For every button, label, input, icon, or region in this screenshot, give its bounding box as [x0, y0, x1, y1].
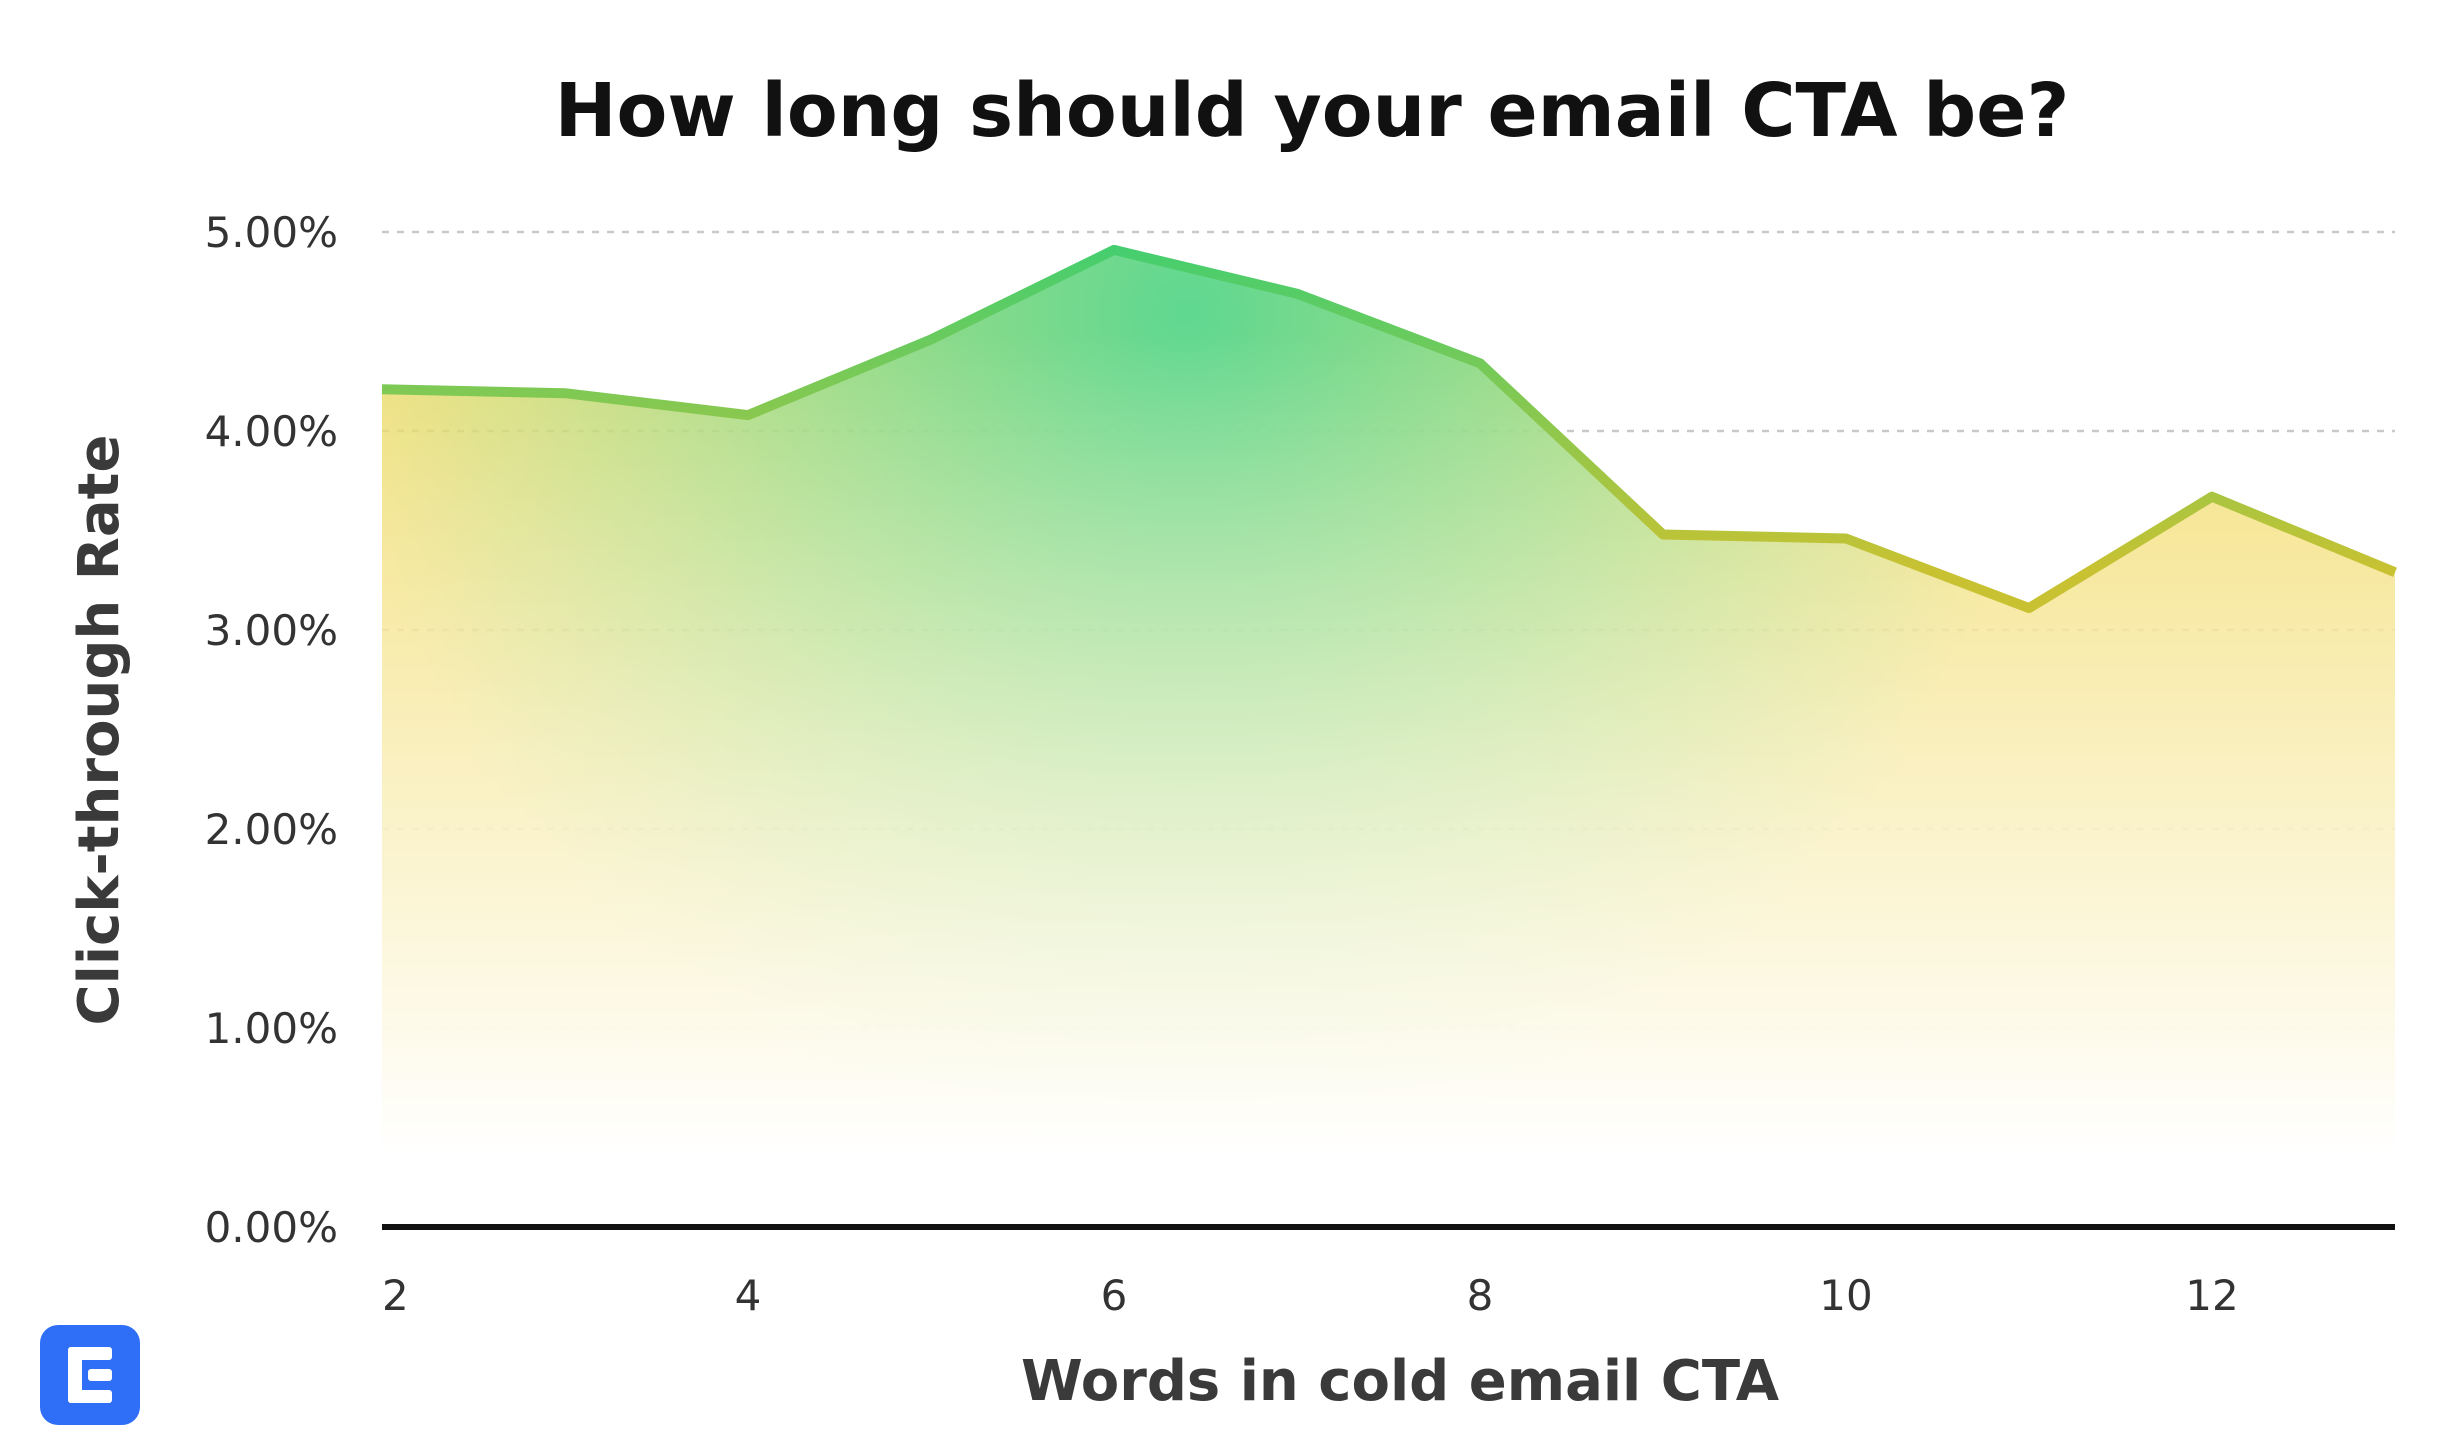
x-tick-labels: 2 4 6 8 10 12 — [382, 1271, 2239, 1320]
x-tick-label: 4 — [735, 1271, 762, 1320]
x-tick-label: 8 — [1467, 1271, 1494, 1320]
y-tick-label: 2.00% — [205, 805, 338, 854]
chart-title: How long should your email CTA be? — [555, 68, 2070, 154]
y-tick-label: 4.00% — [205, 407, 338, 456]
x-tick-label: 10 — [1819, 1271, 1872, 1320]
x-tick-label: 2 — [382, 1271, 409, 1320]
x-tick-label: 12 — [2185, 1271, 2238, 1320]
series-line — [381, 244, 2397, 614]
x-axis-title: Words in cold email CTA — [1021, 1349, 1780, 1414]
y-tick-label: 0.00% — [205, 1203, 338, 1252]
area-fill-layer — [382, 249, 2395, 1227]
y-tick-label: 3.00% — [205, 606, 338, 655]
y-tick-labels: 0.00% 1.00% 2.00% 3.00% 4.00% 5.00% — [205, 208, 338, 1252]
y-tick-label: 5.00% — [205, 208, 338, 257]
y-axis-title: Click-through Rate — [67, 435, 132, 1026]
area-fill — [382, 249, 2395, 1227]
y-tick-label: 1.00% — [205, 1004, 338, 1053]
x-tick-label: 6 — [1101, 1271, 1128, 1320]
document-e-logo-icon — [40, 1325, 140, 1425]
series-line-layer — [381, 244, 2397, 614]
